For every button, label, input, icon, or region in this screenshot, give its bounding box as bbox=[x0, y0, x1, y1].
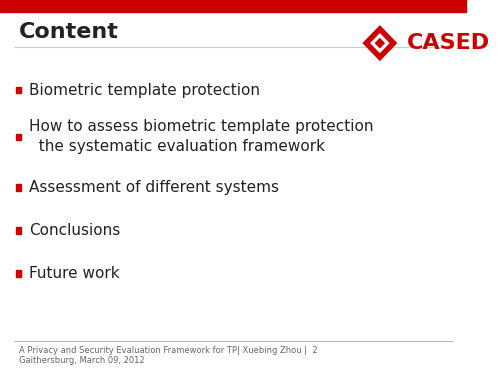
Text: A Privacy and Security Evaluation Framework for TP| Xuebing Zhou |  2: A Privacy and Security Evaluation Framew… bbox=[18, 346, 318, 355]
Bar bbox=[16, 227, 21, 234]
Bar bbox=[16, 184, 21, 191]
Text: How to assess biometric template protection
  the systematic evaluation framewor: How to assess biometric template protect… bbox=[29, 120, 374, 154]
Polygon shape bbox=[362, 25, 398, 61]
Text: Biometric template protection: Biometric template protection bbox=[29, 82, 260, 98]
Text: Assessment of different systems: Assessment of different systems bbox=[29, 180, 279, 195]
Text: CASED: CASED bbox=[407, 33, 490, 53]
Bar bbox=[16, 270, 21, 277]
Polygon shape bbox=[374, 38, 385, 48]
Text: Conclusions: Conclusions bbox=[29, 223, 120, 238]
Text: Content: Content bbox=[18, 22, 118, 42]
Bar bbox=[16, 134, 21, 140]
Bar bbox=[16, 87, 21, 93]
Text: Gaithersburg, March 09, 2012: Gaithersburg, March 09, 2012 bbox=[18, 356, 144, 365]
Text: Future work: Future work bbox=[29, 266, 120, 281]
Bar bbox=[0, 0, 466, 12]
Polygon shape bbox=[370, 33, 390, 53]
